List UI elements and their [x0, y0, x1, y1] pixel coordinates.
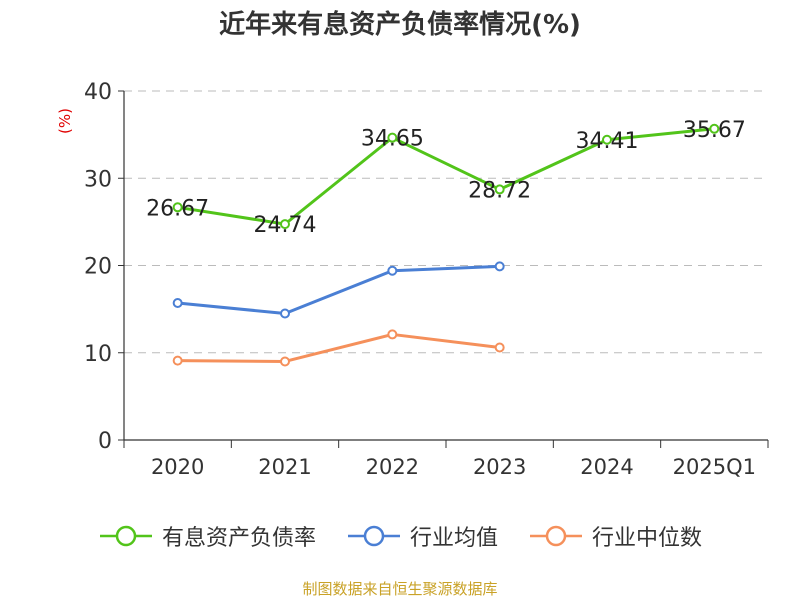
data-point	[387, 132, 398, 143]
data-point	[280, 219, 290, 230]
y-tick-label: 0	[98, 429, 112, 454]
data-label: 34.65	[361, 127, 424, 152]
data-point	[172, 355, 183, 366]
data-point	[494, 342, 505, 353]
data-label: 28.72	[468, 178, 531, 203]
data-point	[709, 123, 720, 134]
data-point	[387, 329, 398, 340]
y-tick-label: 10	[84, 342, 112, 367]
x-tick-label: 2020	[151, 455, 204, 479]
chart-title: 近年来有息资产负债率情况(%)	[219, 10, 581, 40]
data-point	[602, 134, 612, 145]
data-point	[494, 261, 505, 272]
x-tick-label: 2025Q1	[673, 455, 756, 479]
data-point	[280, 308, 290, 319]
data-point	[387, 265, 398, 276]
series-line	[177, 127, 715, 226]
source-note: 制图数据来自恒生聚源数据库	[302, 580, 498, 598]
y-tick-label: 30	[84, 167, 112, 192]
x-tick-label: 2023	[473, 455, 526, 479]
data-label: 24.74	[254, 213, 317, 238]
legend-label: 行业中位数	[592, 526, 703, 551]
data-point	[494, 184, 505, 195]
data-label: 34.41	[576, 129, 639, 154]
data-point	[172, 202, 183, 213]
legend: 有息资产负债率 行业均值 行业中位数	[0, 520, 800, 552]
data-label: 35.67	[683, 118, 746, 143]
x-tick-label: 2022	[366, 455, 419, 479]
legend-label: 有息资产负债率	[161, 526, 316, 551]
y-tick-label: 40	[84, 80, 112, 105]
x-tick-label: 2024	[580, 455, 633, 479]
y-tick-label: 20	[84, 255, 112, 280]
legend-label: 行业均值	[409, 526, 498, 551]
legend-swatch-icon	[347, 525, 400, 547]
legend-item[interactable]: 行业中位数	[528, 520, 702, 552]
x-tick-label: 2021	[258, 455, 311, 479]
legend-item[interactable]: 有息资产负债率	[98, 520, 316, 552]
data-point	[280, 356, 290, 367]
legend-swatch-icon	[530, 525, 582, 547]
legend-swatch-icon	[99, 525, 152, 547]
legend-item[interactable]: 行业均值	[346, 520, 498, 552]
data-point	[172, 298, 183, 309]
data-label: 26.67	[146, 196, 209, 221]
series-line	[177, 264, 500, 315]
series-line	[177, 332, 500, 363]
